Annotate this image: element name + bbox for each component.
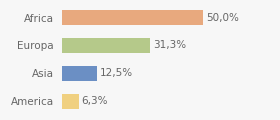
Text: 50,0%: 50,0% <box>206 13 239 23</box>
Text: 12,5%: 12,5% <box>99 68 132 78</box>
Bar <box>62 66 97 81</box>
Text: 6,3%: 6,3% <box>82 96 108 106</box>
Bar <box>62 38 150 53</box>
Bar <box>62 10 204 25</box>
Bar <box>62 94 80 109</box>
Text: 31,3%: 31,3% <box>153 40 186 50</box>
